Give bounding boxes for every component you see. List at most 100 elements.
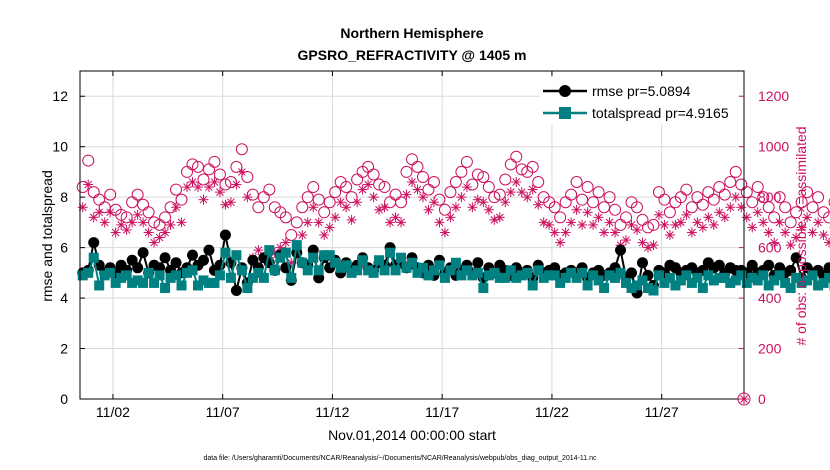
totalspread-point xyxy=(626,282,637,293)
totalspread-point xyxy=(374,255,385,266)
totalspread-point xyxy=(275,252,286,263)
obs-assimilated-point xyxy=(483,204,494,215)
obs-assimilated-point xyxy=(741,212,752,223)
legend-rmse-label: rmse pr=5.0894 xyxy=(592,83,691,99)
obs-assimilated-point xyxy=(138,217,149,228)
obs-possible-point xyxy=(598,201,611,214)
obs-assimilated-point xyxy=(450,202,461,213)
obs-possible-point xyxy=(746,196,759,209)
obs-possible-point xyxy=(493,188,506,201)
obs-possible-point xyxy=(186,158,199,171)
obs-assimilated-point xyxy=(813,217,824,228)
obs-assimilated-point xyxy=(401,189,412,200)
obs-possible-point xyxy=(208,155,221,168)
obs-possible-point xyxy=(82,154,95,167)
obs-possible-point xyxy=(252,201,265,214)
obs-possible-point xyxy=(345,191,358,204)
y-left-tick-label: 0 xyxy=(60,391,68,407)
totalspread-point xyxy=(445,265,456,276)
obs-possible-point xyxy=(378,181,391,194)
totalspread-point xyxy=(560,272,571,283)
totalspread-point xyxy=(291,240,302,251)
obs-assimilated-point xyxy=(253,245,264,256)
obs-possible-point xyxy=(576,193,589,206)
rmse-point xyxy=(230,285,242,297)
obs-assimilated-point xyxy=(802,212,813,223)
totalspread-point xyxy=(703,270,714,281)
obs-assimilated-point xyxy=(692,217,703,228)
totalspread-point xyxy=(434,260,445,271)
totalspread-point xyxy=(769,275,780,286)
obs-assimilated-point xyxy=(231,179,242,190)
totalspread-point xyxy=(813,280,824,291)
obs-assimilated-point xyxy=(94,207,105,218)
obs-possible-point xyxy=(104,188,117,201)
y-left-tick-label: 2 xyxy=(60,341,68,357)
rmse-point xyxy=(159,252,171,264)
rmse-point xyxy=(170,257,182,269)
obs-assimilated-point xyxy=(631,224,642,235)
rmse-point xyxy=(790,252,802,264)
obs-possible-point xyxy=(477,170,490,183)
totalspread-point xyxy=(555,277,566,288)
obs-possible-point xyxy=(329,186,342,199)
obs-assimilated-point xyxy=(549,227,560,238)
totalspread-point xyxy=(264,245,275,256)
chart-subtitle: GPSRO_REFRACTIVITY @ 1405 m xyxy=(298,47,527,63)
obs-assimilated-point xyxy=(363,179,374,190)
obs-possible-point xyxy=(191,160,204,173)
obs-possible-point xyxy=(449,176,462,189)
obs-possible-point xyxy=(340,181,353,194)
totalspread-point xyxy=(538,272,549,283)
totalspread-point xyxy=(99,270,110,281)
totalspread-point xyxy=(280,247,291,258)
totalspread-point xyxy=(577,267,588,278)
obs-possible-point xyxy=(663,206,676,219)
obs-possible-point xyxy=(263,183,276,196)
totalspread-point xyxy=(758,270,769,281)
obs-assimilated-point xyxy=(368,192,379,203)
totalspread-point xyxy=(319,250,330,261)
obs-assimilated-point xyxy=(736,202,747,213)
totalspread-point xyxy=(478,282,489,293)
rmse-point xyxy=(126,254,138,266)
x-axis-label: Nov.01,2014 00:00:00 start xyxy=(328,427,496,443)
x-tick-label: 11/12 xyxy=(315,404,349,420)
obs-possible-point xyxy=(279,211,292,224)
obs-possible-point xyxy=(235,143,248,156)
y-left-tick-label: 10 xyxy=(52,139,68,155)
obs-possible-point xyxy=(790,206,803,219)
obs-assimilated-point xyxy=(774,217,785,228)
totalspread-point xyxy=(247,272,258,283)
totalspread-point xyxy=(417,262,428,273)
totalspread-point xyxy=(423,270,434,281)
obs-possible-point xyxy=(148,216,161,229)
totalspread-point xyxy=(500,272,511,283)
rmse-point xyxy=(615,244,627,256)
obs-assimilated-point xyxy=(769,237,780,248)
obs-assimilated-point xyxy=(357,184,368,195)
obs-possible-point xyxy=(285,229,298,241)
obs-possible-point xyxy=(296,201,309,214)
y-right-tick-label: 0 xyxy=(758,391,766,407)
totalspread-point xyxy=(741,277,752,288)
totalspread-point xyxy=(483,270,494,281)
obs-assimilated-point xyxy=(725,202,736,213)
y-right-tick-label: 600 xyxy=(758,240,782,256)
totalspread-point xyxy=(236,265,247,276)
totalspread-point xyxy=(428,265,439,276)
x-tick-label: 11/07 xyxy=(206,404,240,420)
obs-possible-point xyxy=(779,201,792,214)
totalspread-point xyxy=(176,280,187,291)
totalspread-point xyxy=(253,267,264,278)
totalspread-point xyxy=(730,275,741,286)
obs-possible-point xyxy=(620,211,633,224)
obs-possible-point xyxy=(416,170,429,183)
obs-possible-point xyxy=(373,178,386,191)
totalspread-point xyxy=(330,257,341,268)
totalspread-point xyxy=(653,270,664,281)
obs-possible-point xyxy=(768,211,781,224)
rmse-point xyxy=(197,254,209,266)
totalspread-point xyxy=(785,282,796,293)
totalspread-point xyxy=(511,272,522,283)
